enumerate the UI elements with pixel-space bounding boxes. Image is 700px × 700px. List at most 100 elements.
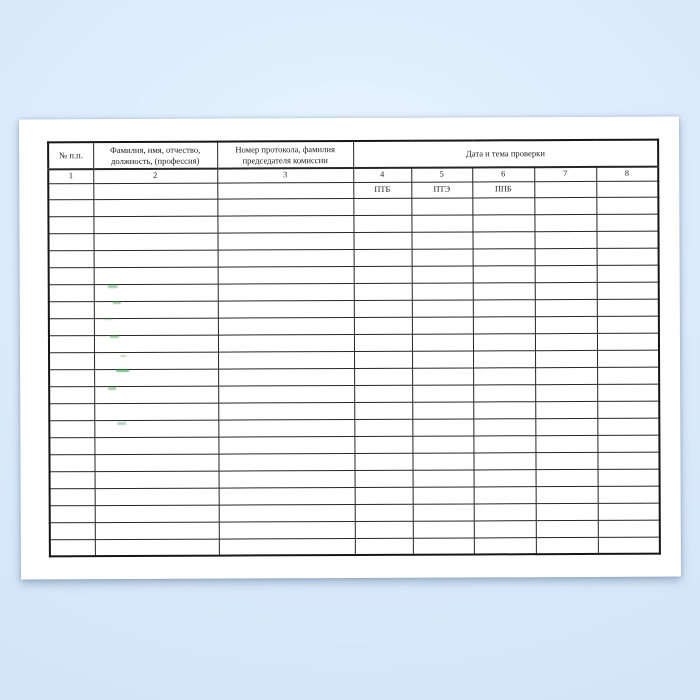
scan-artifacts	[19, 117, 679, 426]
table-cell	[49, 488, 95, 506]
table-cell	[411, 248, 473, 266]
table-cell	[93, 266, 218, 285]
table-cell	[217, 231, 354, 250]
table-cell	[411, 333, 474, 351]
scan-artifact	[112, 300, 121, 305]
table-cell	[412, 520, 474, 538]
table-cell	[354, 384, 413, 402]
table-cell	[48, 318, 94, 336]
column-number: 2	[93, 168, 218, 184]
table-cell	[411, 282, 473, 300]
header-cell-number: № п.п.	[48, 142, 94, 170]
table-cell	[353, 214, 412, 232]
table-cell	[597, 468, 660, 486]
table-cell	[218, 418, 355, 437]
table-cell	[218, 537, 355, 556]
table-cell	[412, 418, 474, 436]
scan-artifact	[117, 421, 127, 426]
table-cell	[597, 434, 660, 452]
column-number: 3	[217, 167, 354, 183]
table-header-row: № п.п. Фамилия, имя, отчество, должность…	[48, 139, 659, 170]
subheader-cell-empty	[534, 180, 597, 198]
table-cell	[94, 538, 219, 557]
table-header: № п.п. Фамилия, имя, отчество, должность…	[48, 139, 659, 200]
table-cell	[94, 504, 219, 523]
table-cell	[411, 316, 473, 334]
table-cell	[354, 469, 413, 487]
table-cell	[353, 197, 412, 215]
table-cell	[218, 350, 355, 369]
table-cell	[412, 537, 474, 555]
scan-artifact	[107, 285, 118, 289]
table-cell	[218, 435, 355, 454]
table-cell	[354, 520, 413, 538]
table-cell	[597, 485, 660, 503]
table-cell	[412, 367, 474, 385]
table-cell	[354, 418, 413, 436]
table-cell	[473, 520, 536, 538]
table-cell	[597, 502, 660, 520]
table-cell	[49, 386, 95, 404]
table-cell	[412, 469, 474, 487]
scan-artifact	[108, 387, 117, 391]
subheader-cell-pte: ПТЭ	[411, 181, 473, 198]
scan-artifact	[104, 318, 113, 321]
table-cell	[472, 197, 535, 215]
table-cell	[49, 505, 95, 523]
header-cell-protocol: Номер протокола, фамилия председателя ко…	[217, 140, 354, 169]
table-cell	[535, 434, 598, 453]
scan-artifact	[116, 368, 130, 373]
table-cell	[597, 451, 660, 469]
table-cell	[535, 485, 598, 504]
subheader-cell-empty	[48, 183, 94, 200]
table-cell	[48, 301, 94, 319]
subheader-cell-ptb: ПТБ	[353, 181, 412, 198]
subheader-cell-empty	[217, 181, 354, 199]
table-cell	[473, 367, 536, 385]
table-cell	[472, 316, 535, 334]
table-cell	[412, 401, 474, 419]
table-cell	[596, 298, 659, 316]
table-cell	[48, 233, 94, 251]
table-cell	[473, 435, 536, 453]
table-cell	[354, 367, 413, 385]
table-cell	[534, 264, 597, 283]
table-cell	[472, 282, 535, 300]
header-cell-date-topic: Дата и тема проверки	[353, 139, 659, 168]
table-cell	[472, 231, 535, 249]
table-cell	[48, 267, 94, 285]
scan-artifact	[109, 335, 119, 339]
table-cell	[534, 298, 597, 317]
table-cell	[94, 470, 219, 489]
table-cell	[472, 214, 535, 232]
table-cell	[473, 537, 536, 555]
table-cell	[49, 437, 95, 455]
table-cell	[48, 284, 94, 302]
table-cell	[535, 502, 598, 521]
table-cell	[596, 196, 659, 214]
table-cell	[597, 519, 660, 537]
table-cell	[353, 299, 412, 317]
table-cell	[472, 248, 535, 266]
table-cell	[473, 469, 536, 487]
table-cell	[93, 317, 218, 336]
table-cell	[412, 503, 474, 521]
table-cell	[411, 299, 473, 317]
scan-artifact	[120, 354, 127, 358]
table-cell	[534, 315, 597, 334]
column-number: 1	[48, 169, 94, 184]
header-cell-name: Фамилия, имя, отчество, должность, (проф…	[93, 141, 218, 170]
table-cell	[534, 247, 597, 266]
table-cell	[48, 199, 94, 217]
table-cell	[412, 384, 474, 402]
table-cell	[412, 452, 474, 470]
table-cell	[354, 486, 413, 504]
table-cell	[353, 248, 412, 266]
table-cell	[49, 522, 95, 540]
table-cell	[94, 368, 219, 387]
table-cell	[411, 265, 473, 283]
table-cell	[217, 316, 354, 335]
table-cell	[353, 282, 412, 300]
records-table: № п.п. Фамилия, имя, отчество, должность…	[47, 138, 661, 558]
